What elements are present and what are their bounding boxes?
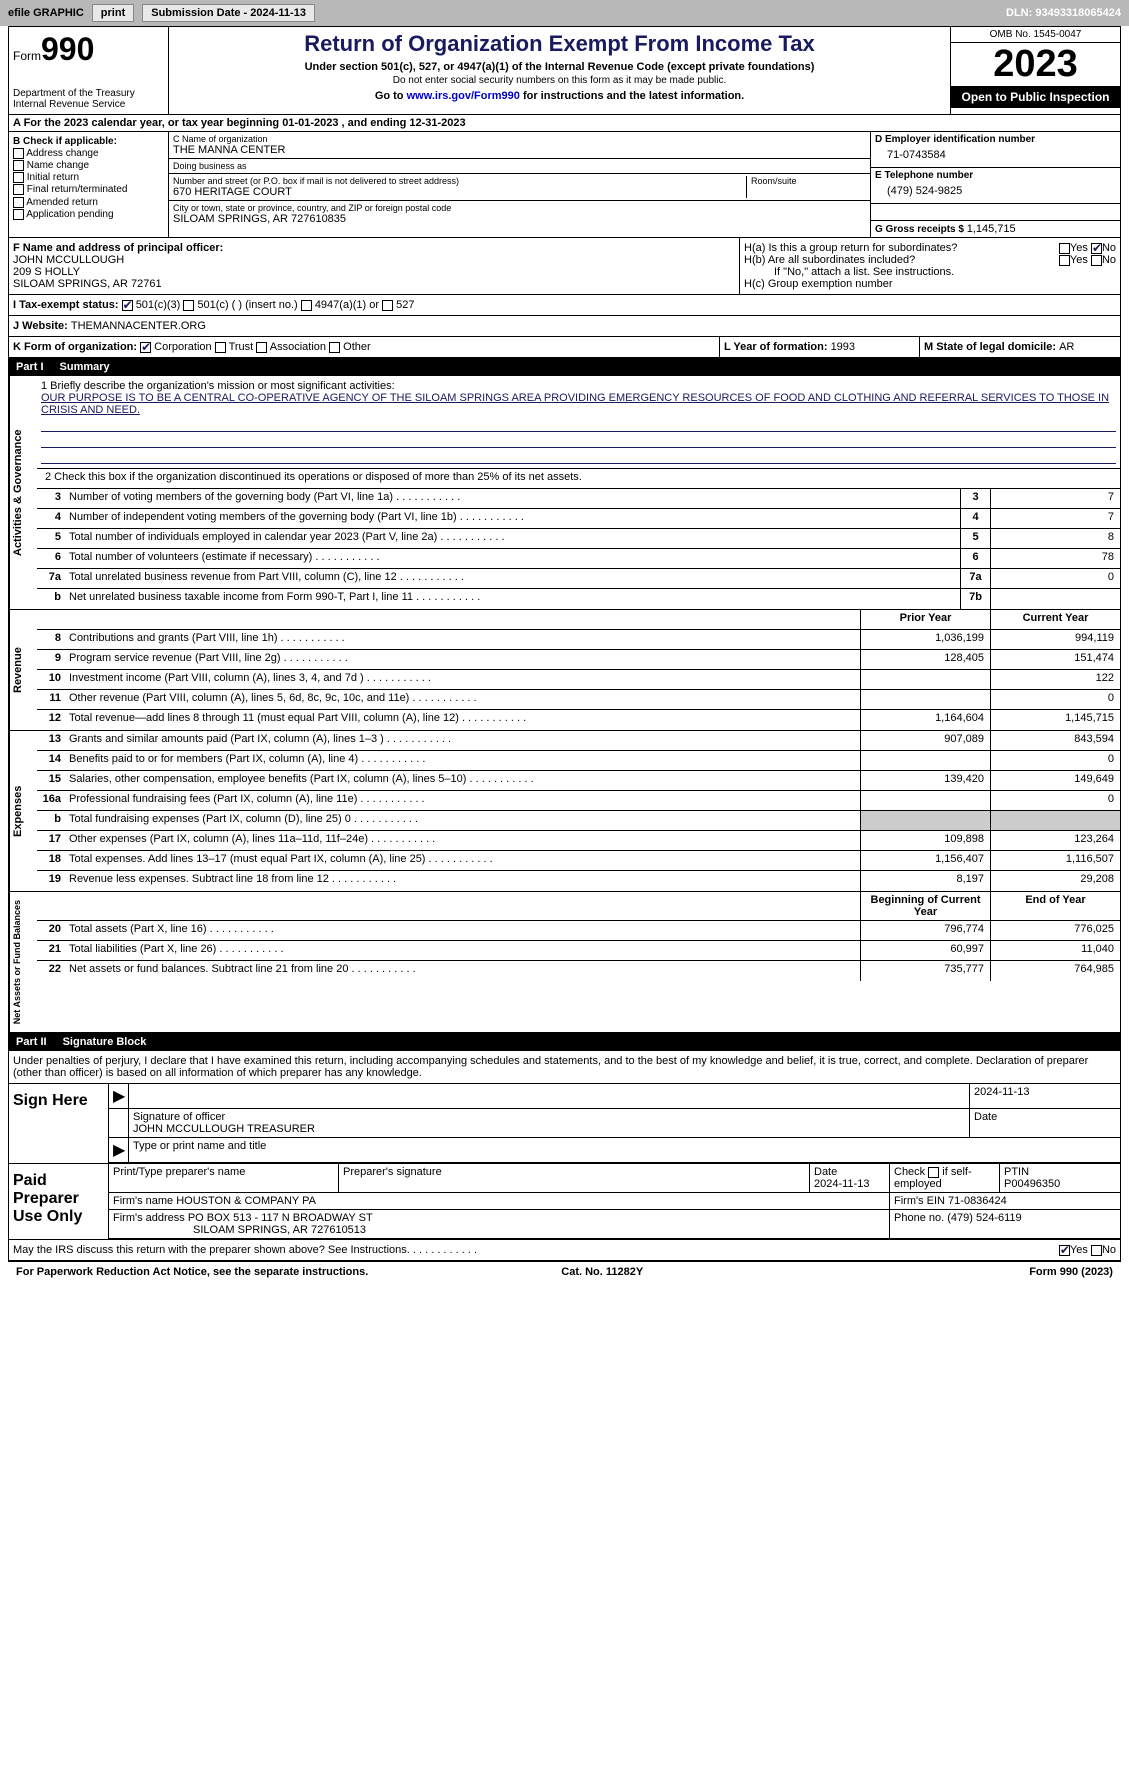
form-header: Form990 Department of the Treasury Inter… xyxy=(8,26,1121,115)
line-4: 4Number of independent voting members of… xyxy=(37,509,1120,529)
discuss-line: May the IRS discuss this return with the… xyxy=(9,1239,1120,1260)
org-name: THE MANNA CENTER xyxy=(173,144,866,156)
line-19: 19Revenue less expenses. Subtract line 1… xyxy=(37,871,1120,891)
line-22: 22Net assets or fund balances. Subtract … xyxy=(37,961,1120,981)
submission-date: Submission Date - 2024-11-13 xyxy=(142,4,315,22)
cb-amended[interactable]: Amended return xyxy=(13,197,164,208)
line-8: 8Contributions and grants (Part VIII, li… xyxy=(37,630,1120,650)
row-l: L Year of formation: 1993 xyxy=(720,337,920,357)
city: SILOAM SPRINGS, AR 727610835 xyxy=(173,213,866,225)
line-3: 3Number of voting members of the governi… xyxy=(37,489,1120,509)
street: 670 HERITAGE COURT xyxy=(173,186,746,198)
vtab-exp: Expenses xyxy=(9,731,37,891)
row-i: I Tax-exempt status: 501(c)(3) 501(c) ( … xyxy=(13,299,415,311)
col-headers-2: Beginning of Current YearEnd of Year xyxy=(37,892,1120,921)
line-11: 11Other revenue (Part VIII, column (A), … xyxy=(37,690,1120,710)
website: THEMANNACENTER.ORG xyxy=(71,320,206,332)
vtab-na: Net Assets or Fund Balances xyxy=(9,892,37,1032)
page-footer: For Paperwork Reduction Act Notice, see … xyxy=(8,1261,1121,1282)
line-6: 6Total number of volunteers (estimate if… xyxy=(37,549,1120,569)
print-button[interactable]: print xyxy=(92,4,134,22)
line-5: 5Total number of individuals employed in… xyxy=(37,529,1120,549)
vtab-rev: Revenue xyxy=(9,610,37,730)
line-b: bTotal fundraising expenses (Part IX, co… xyxy=(37,811,1120,831)
line-18: 18Total expenses. Add lines 13–17 (must … xyxy=(37,851,1120,871)
line-20: 20Total assets (Part X, line 16)796,7747… xyxy=(37,921,1120,941)
officer-name: JOHN MCCULLOUGH xyxy=(13,254,735,266)
line-b: bNet unrelated business taxable income f… xyxy=(37,589,1120,609)
cb-app-pending[interactable]: Application pending xyxy=(13,209,164,220)
col-d: D Employer identification number71-07435… xyxy=(870,132,1120,237)
form-subtitle-2: Do not enter social security numbers on … xyxy=(177,75,942,86)
ein: 71-0743584 xyxy=(875,145,1116,165)
cb-name-change[interactable]: Name change xyxy=(13,160,164,171)
row-j: J Website: THEMANNACENTER.ORG xyxy=(13,320,206,332)
mission: 1 Briefly describe the organization's mi… xyxy=(37,376,1120,469)
col-headers-1: Prior YearCurrent Year xyxy=(37,610,1120,630)
form-subtitle-1: Under section 501(c), 527, or 4947(a)(1)… xyxy=(177,61,942,73)
cb-final-return[interactable]: Final return/terminated xyxy=(13,184,164,195)
omb-number: OMB No. 1545-0047 xyxy=(951,27,1120,43)
line-21: 21Total liabilities (Part X, line 26)60,… xyxy=(37,941,1120,961)
cb-address-change[interactable]: Address change xyxy=(13,148,164,159)
line-15: 15Salaries, other compensation, employee… xyxy=(37,771,1120,791)
line-16a: 16aProfessional fundraising fees (Part I… xyxy=(37,791,1120,811)
cb-initial-return[interactable]: Initial return xyxy=(13,172,164,183)
part1-header: Part ISummary xyxy=(8,358,1121,376)
goto-line: Go to www.irs.gov/Form990 for instructio… xyxy=(177,90,942,102)
col-c: C Name of organizationTHE MANNA CENTER D… xyxy=(169,132,870,237)
sign-here-label: Sign Here xyxy=(9,1084,109,1163)
line-2: 2 Check this box if the organization dis… xyxy=(37,469,1120,489)
line-9: 9Program service revenue (Part VIII, lin… xyxy=(37,650,1120,670)
vtab-ag: Activities & Governance xyxy=(9,376,37,609)
topbar: efile GRAPHIC print Submission Date - 20… xyxy=(0,0,1129,26)
gross-receipts: 1,145,715 xyxy=(967,223,1016,235)
line-14: 14Benefits paid to or for members (Part … xyxy=(37,751,1120,771)
line-13: 13Grants and similar amounts paid (Part … xyxy=(37,731,1120,751)
paid-prep-label: Paid Preparer Use Only xyxy=(9,1164,109,1239)
col-b-checkboxes: B Check if applicable: Address change Na… xyxy=(9,132,169,237)
row-f: F Name and address of principal officer:… xyxy=(9,238,740,294)
row-m: M State of legal domicile: AR xyxy=(920,337,1120,357)
telephone: (479) 524-9825 xyxy=(875,181,1116,201)
efile-label: efile GRAPHIC xyxy=(8,7,84,19)
open-public: Open to Public Inspection xyxy=(951,86,1120,108)
row-a-taxyear: A For the 2023 calendar year, or tax yea… xyxy=(8,115,1121,132)
sig-intro: Under penalties of perjury, I declare th… xyxy=(9,1051,1120,1083)
line-10: 10Investment income (Part VIII, column (… xyxy=(37,670,1120,690)
form-number: Form990 xyxy=(13,31,164,68)
line-7a: 7aTotal unrelated business revenue from … xyxy=(37,569,1120,589)
irs-link[interactable]: www.irs.gov/Form990 xyxy=(407,90,520,102)
row-h: H(a) Is this a group return for subordin… xyxy=(740,238,1120,294)
part2-header: Part IISignature Block xyxy=(8,1033,1121,1051)
tax-year: 2023 xyxy=(951,43,1120,86)
form-title: Return of Organization Exempt From Incom… xyxy=(177,31,942,57)
dln: DLN: 93493318065424 xyxy=(1006,7,1121,19)
row-k: K Form of organization: Corporation Trus… xyxy=(9,337,720,357)
dept-label: Department of the Treasury Internal Reve… xyxy=(13,88,164,110)
line-12: 12Total revenue—add lines 8 through 11 (… xyxy=(37,710,1120,730)
line-17: 17Other expenses (Part IX, column (A), l… xyxy=(37,831,1120,851)
